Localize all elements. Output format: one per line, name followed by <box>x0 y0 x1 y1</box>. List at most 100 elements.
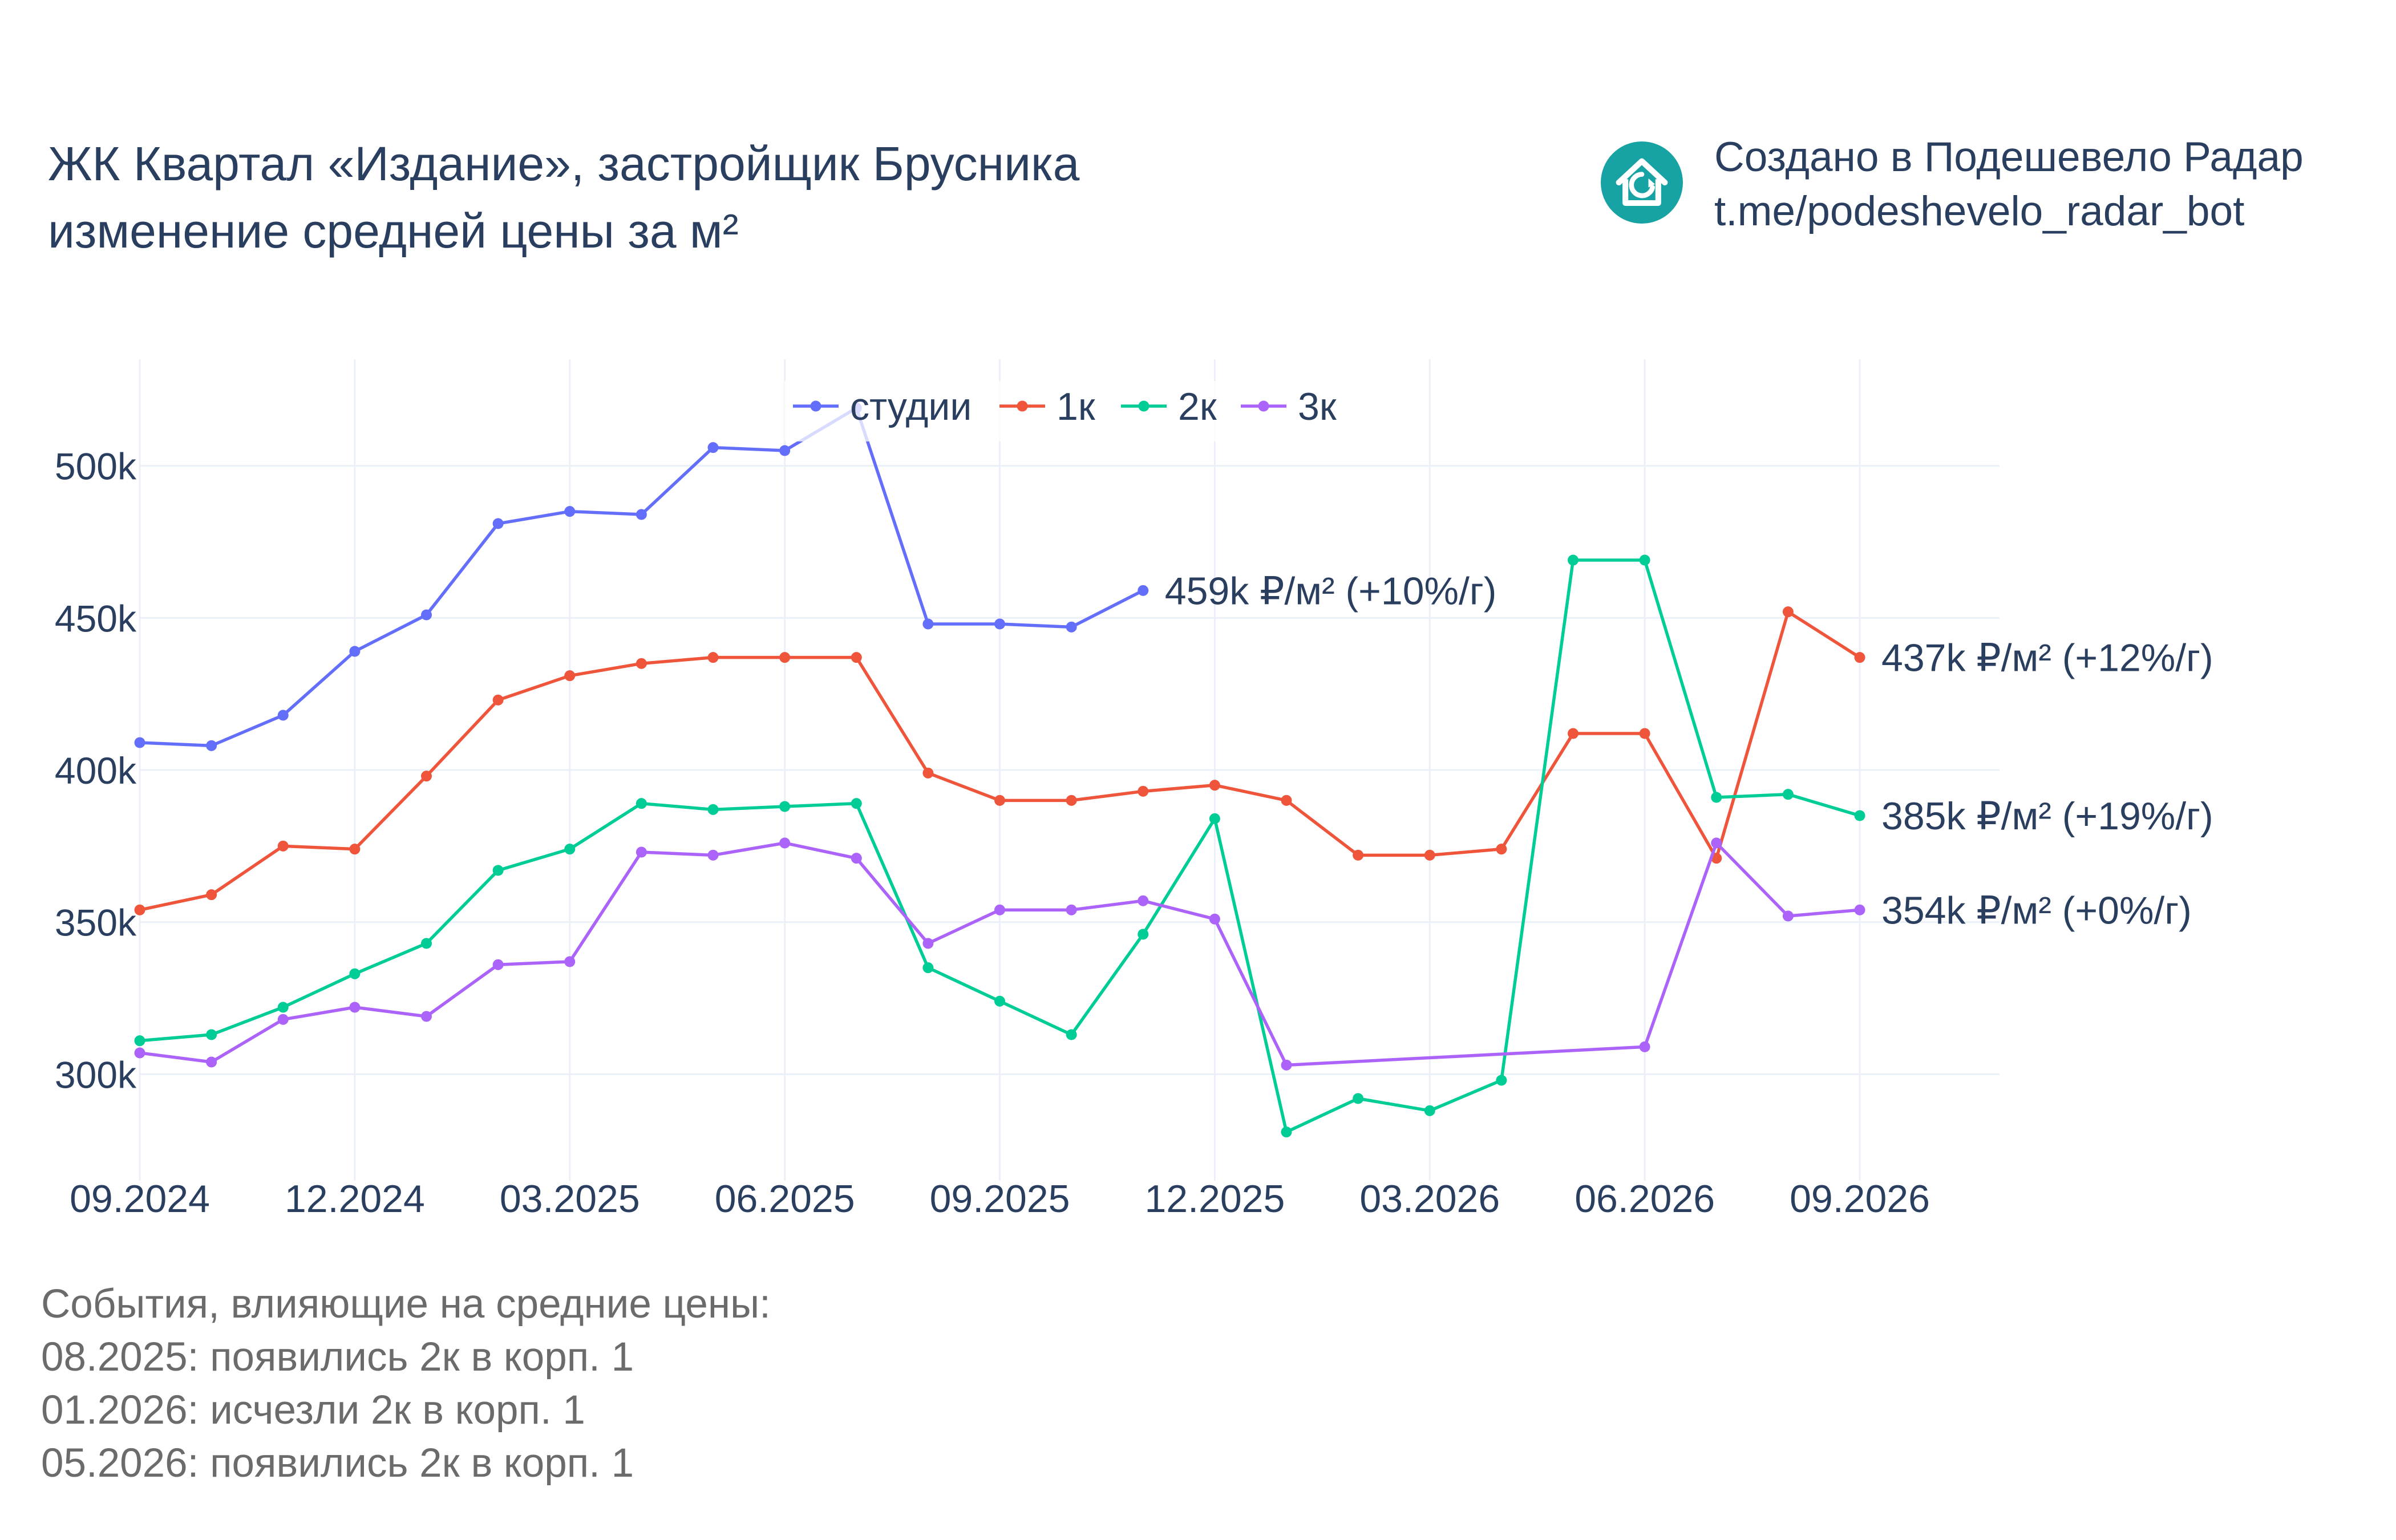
chart-title: ЖК Квартал «Издание», застройщик Брусник… <box>48 130 1079 265</box>
series-lines <box>134 402 1865 1138</box>
data-point <box>277 1002 289 1013</box>
data-point <box>851 798 862 809</box>
axis-labels: 300k 350k 400k 450k 500k 09.2024 12.2024 03.202… <box>55 445 2213 1221</box>
data-point <box>1424 849 1435 861</box>
series-line <box>139 406 1144 748</box>
x-tick-label: 03.2026 <box>1359 1177 1500 1221</box>
data-point <box>421 938 432 949</box>
data-point <box>851 652 862 663</box>
credits-link[interactable]: t.me/podeshevelo_radar_bot <box>1714 188 2245 234</box>
data-point <box>492 865 504 876</box>
data-point <box>636 798 647 809</box>
data-point <box>1782 606 1794 618</box>
data-point <box>1138 929 1149 940</box>
data-point <box>922 938 934 949</box>
data-point <box>994 795 1005 806</box>
data-point <box>421 609 432 621</box>
x-tick-label: 06.2026 <box>1575 1177 1715 1221</box>
end-label: 459k ₽/м² (+10%/г) <box>1165 569 1497 613</box>
data-point <box>1639 554 1650 566</box>
x-tick-label: 12.2025 <box>1144 1177 1285 1221</box>
data-point <box>1138 785 1149 797</box>
data-point <box>707 804 719 815</box>
data-point <box>1782 789 1794 800</box>
data-point <box>1281 1126 1292 1138</box>
data-point <box>1639 728 1650 739</box>
data-point <box>1568 728 1579 739</box>
data-point <box>779 445 791 456</box>
data-point <box>421 1011 432 1022</box>
legend: студии 1к 2к 3к <box>784 381 1352 441</box>
data-point <box>707 652 719 663</box>
data-point <box>277 840 289 852</box>
data-point <box>1209 813 1220 824</box>
data-point <box>206 1056 217 1068</box>
legend-marker <box>1017 400 1028 412</box>
event-item: 01.2026: исчезли 2к в корп. 1 <box>41 1388 585 1433</box>
data-point <box>349 844 361 855</box>
data-point <box>206 740 217 751</box>
data-point <box>636 658 647 669</box>
data-point <box>779 652 791 663</box>
data-point <box>349 1002 361 1013</box>
end-label: 437k ₽/м² (+12%/г) <box>1881 637 2213 680</box>
data-point <box>1281 1059 1292 1071</box>
legend-marker <box>1258 400 1269 412</box>
data-point <box>277 1014 289 1025</box>
data-point <box>994 904 1005 915</box>
grid-lines <box>139 359 2000 1181</box>
data-point <box>134 904 145 915</box>
end-label: 354k ₽/м² (+0%/г) <box>1881 889 2192 932</box>
data-point <box>1066 1029 1077 1040</box>
data-point <box>1281 795 1292 806</box>
data-point <box>134 1035 145 1047</box>
credits-line1: Создано в Подешевело Радар <box>1714 134 2304 180</box>
data-point <box>1639 1041 1650 1052</box>
chart-title-line2: изменение средней цены за м² <box>48 204 739 258</box>
data-point <box>1711 792 1722 803</box>
data-point <box>994 995 1005 1007</box>
data-point <box>636 846 647 858</box>
data-point <box>707 849 719 861</box>
data-point <box>1854 810 1865 821</box>
data-point <box>564 670 576 682</box>
data-point <box>1209 913 1220 925</box>
data-point <box>1782 910 1794 922</box>
x-tick-label: 03.2025 <box>500 1177 640 1221</box>
data-point <box>421 771 432 782</box>
data-point <box>492 694 504 706</box>
data-point <box>492 959 504 970</box>
data-point <box>1854 904 1865 915</box>
data-point <box>1711 837 1722 849</box>
data-point <box>564 956 576 967</box>
data-point <box>922 962 934 974</box>
data-point <box>1711 853 1722 864</box>
legend-item: 3к <box>1298 385 1337 428</box>
event-item: 05.2026: появились 2к в корп. 1 <box>41 1441 634 1486</box>
y-tick-label: 450k <box>55 597 137 639</box>
legend-item: 1к <box>1057 385 1096 428</box>
data-point <box>206 889 217 901</box>
data-point <box>1138 895 1149 906</box>
data-point <box>851 853 862 864</box>
legend-background <box>784 381 1352 441</box>
data-point <box>636 509 647 520</box>
data-point <box>1138 585 1149 596</box>
legend-item: студии <box>850 385 972 428</box>
y-tick-label: 350k <box>55 902 137 944</box>
house-logo-icon <box>1601 141 1683 224</box>
data-point <box>1496 844 1507 855</box>
data-point <box>564 506 576 517</box>
data-point <box>349 646 361 657</box>
data-point <box>1568 554 1579 566</box>
data-point <box>1496 1075 1507 1086</box>
x-tick-label: 12.2024 <box>285 1177 425 1221</box>
data-point <box>134 737 145 748</box>
event-item: 08.2025: появились 2к в корп. 1 <box>41 1335 634 1380</box>
legend-marker <box>1138 400 1150 412</box>
data-point <box>1066 904 1077 915</box>
data-point <box>1854 652 1865 663</box>
x-tick-label: 06.2025 <box>715 1177 855 1221</box>
data-point <box>1066 795 1077 806</box>
